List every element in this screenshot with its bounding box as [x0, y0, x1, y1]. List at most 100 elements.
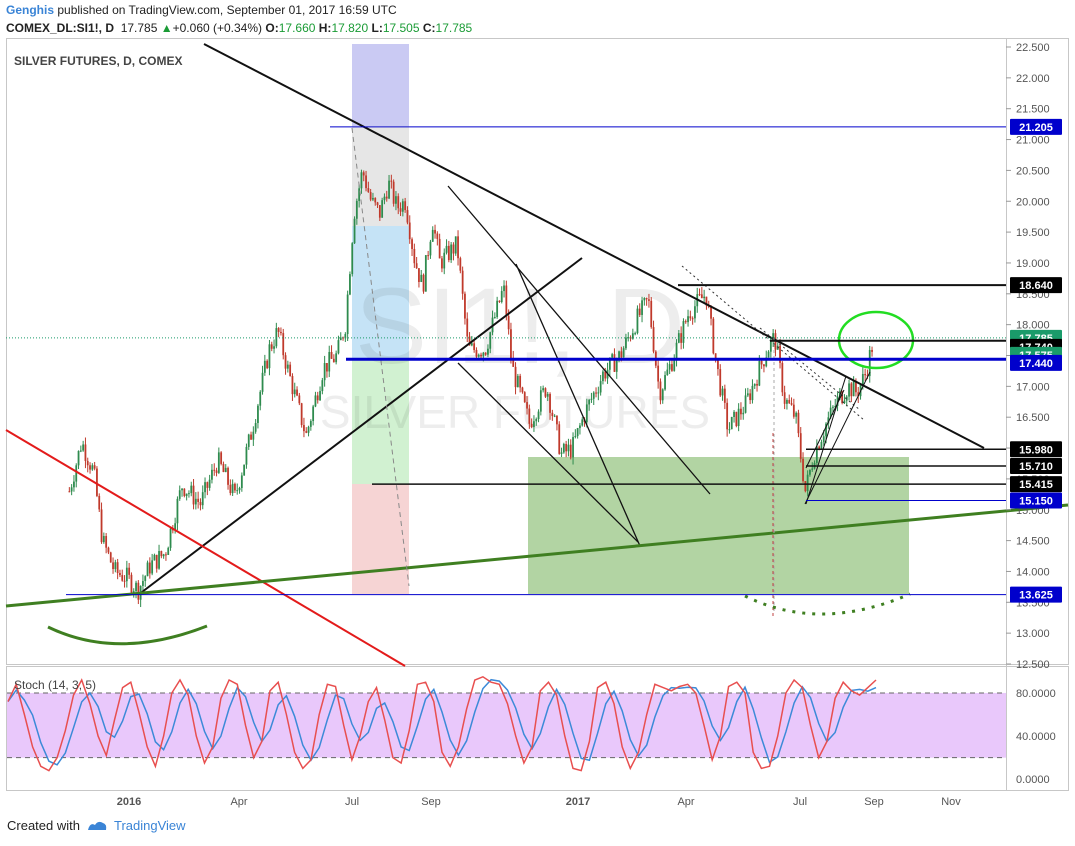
- candle-down: [411, 239, 413, 249]
- candle-up: [247, 434, 250, 447]
- candle-down: [480, 354, 482, 357]
- price-tag: [1010, 118, 1062, 135]
- candle-up: [240, 475, 243, 488]
- candle-down: [700, 294, 703, 299]
- candle-down: [514, 366, 517, 388]
- candle-up: [383, 196, 386, 201]
- tradingview-logo-icon: [87, 821, 107, 830]
- close-label: C:: [422, 21, 436, 35]
- candle-up: [572, 437, 574, 458]
- candle-down: [121, 575, 124, 581]
- candle-down: [790, 403, 793, 405]
- tradingview-brand[interactable]: TradingView: [113, 818, 186, 833]
- price-pane[interactable]: [6, 38, 1069, 665]
- candle-up: [307, 426, 310, 433]
- candle-down: [270, 344, 273, 349]
- candle-up: [546, 393, 549, 397]
- candle-down: [266, 360, 269, 369]
- candle-up: [825, 423, 827, 437]
- candle-down: [397, 196, 400, 209]
- watermark-name: SILVER FUTURES: [320, 386, 710, 438]
- candle-up: [806, 474, 809, 492]
- candle-down: [595, 392, 597, 394]
- candle-down: [227, 467, 229, 485]
- last-price: 17.785: [120, 21, 158, 35]
- candle-down: [300, 403, 303, 426]
- candle-down: [385, 196, 388, 199]
- candle-up: [243, 464, 246, 476]
- candle-up: [503, 285, 505, 292]
- candle-up: [615, 359, 618, 372]
- candle-down: [510, 329, 512, 359]
- candle-down: [620, 351, 623, 358]
- candle-up: [815, 446, 818, 463]
- x-tick-label: 2016: [117, 796, 141, 808]
- candle-down: [105, 536, 108, 548]
- y-tick-label: 19.500: [1016, 227, 1050, 239]
- y-tick-label: 14.000: [1016, 566, 1050, 578]
- candle-down: [749, 393, 752, 401]
- candle-up: [125, 567, 128, 582]
- candle-down: [326, 363, 328, 372]
- candle-down: [392, 181, 395, 204]
- candle-down: [763, 364, 765, 367]
- up-arrow-icon: ▲: [160, 21, 173, 35]
- candle-down: [528, 408, 531, 424]
- candle-up: [321, 380, 324, 392]
- candle-up: [204, 482, 206, 493]
- channel-line-3: [515, 263, 641, 547]
- price-tag-label: 15.150: [1019, 495, 1053, 507]
- candle-down: [850, 383, 853, 397]
- candle-up: [622, 348, 625, 358]
- stoch-pane[interactable]: [6, 666, 1069, 791]
- candle-up: [388, 180, 390, 199]
- candle-up: [477, 354, 480, 357]
- candle-up: [176, 498, 179, 524]
- candle-up: [312, 406, 315, 422]
- candle-down: [130, 574, 133, 593]
- candle-up: [489, 332, 492, 349]
- price-tag: [1010, 354, 1062, 371]
- candle-up: [445, 245, 448, 253]
- candle-up: [597, 392, 600, 394]
- candle-down: [818, 446, 821, 450]
- candle-down: [519, 375, 522, 388]
- price-tag: [1010, 441, 1062, 458]
- candle-up: [257, 405, 259, 424]
- candle-up: [827, 417, 830, 424]
- candle-down: [415, 263, 418, 269]
- candle-up: [687, 316, 689, 323]
- candle-up: [574, 436, 577, 438]
- candle-down: [659, 381, 662, 401]
- author-name[interactable]: Genghis: [6, 3, 55, 17]
- candle-up: [751, 385, 754, 401]
- candle-up: [703, 296, 706, 299]
- candle-down: [369, 192, 372, 200]
- candle-up: [537, 411, 540, 420]
- y-tick-label: 14.500: [1016, 536, 1050, 548]
- candle-up: [178, 490, 181, 499]
- trendline-major-down: [203, 43, 985, 449]
- candle-down: [855, 381, 857, 393]
- candle-down: [710, 306, 712, 319]
- candle-up: [666, 369, 669, 376]
- candle-up: [795, 412, 798, 417]
- candle-up: [185, 493, 188, 496]
- candle-down: [717, 360, 719, 370]
- candle-up: [765, 357, 768, 367]
- candle-down: [155, 554, 158, 569]
- candle-down: [684, 321, 687, 323]
- candle-down: [376, 202, 379, 206]
- chart-title: SILVER FUTURES, D, COMEX: [14, 54, 182, 68]
- candle-down: [638, 308, 641, 315]
- candle-up: [838, 391, 841, 397]
- candle-up: [360, 172, 363, 189]
- candle-down: [544, 388, 547, 397]
- candle-up: [319, 391, 321, 401]
- candle-down: [418, 268, 420, 282]
- candle-down: [250, 434, 252, 440]
- candle-down: [165, 554, 167, 556]
- candle-up: [533, 421, 535, 427]
- arc-cup-right-dotted: [744, 592, 911, 616]
